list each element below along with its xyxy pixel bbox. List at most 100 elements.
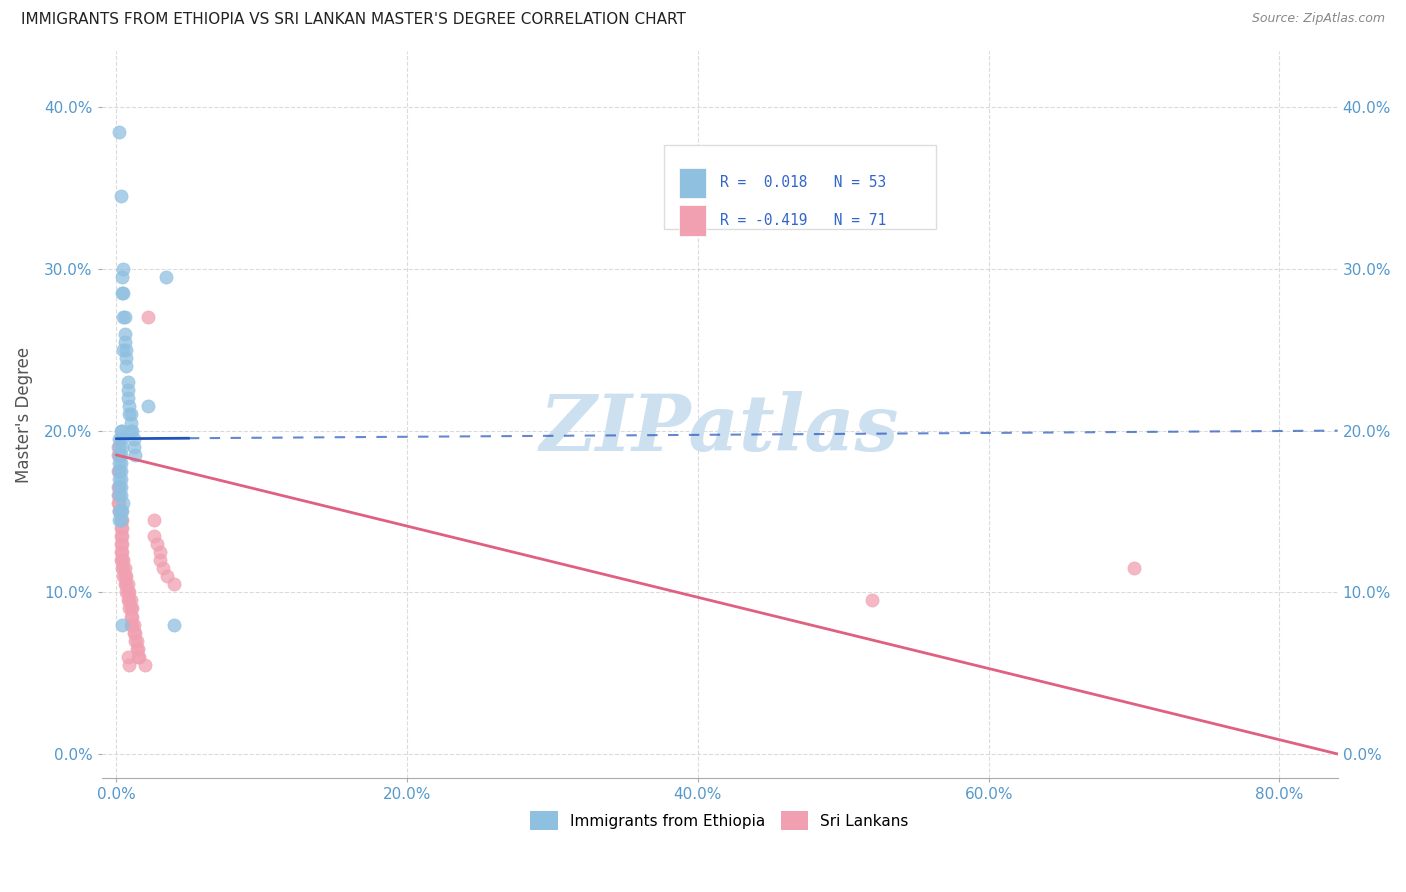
Point [121,424,143,438]
Point [112,553,135,567]
Point [111,424,134,438]
Point [112,343,135,357]
Point [110,480,132,494]
Point [114,569,136,583]
Point [163,617,186,632]
Bar [679,205,706,235]
Point [115,351,138,365]
Point [110,521,132,535]
Point [122,625,145,640]
Point [127,641,149,656]
Text: IMMIGRANTS FROM ETHIOPIA VS SRI LANKAN MASTER'S DEGREE CORRELATION CHART: IMMIGRANTS FROM ETHIOPIA VS SRI LANKAN M… [21,12,686,27]
Point [115,569,138,583]
Point [108,488,131,502]
Point [110,512,132,526]
Point [110,504,132,518]
Point [111,553,134,567]
Point [111,504,134,518]
Point [111,440,134,454]
Text: Source: ZipAtlas.com: Source: ZipAtlas.com [1251,12,1385,25]
Point [115,585,138,599]
Point [149,545,172,559]
Point [152,561,174,575]
Point [107,488,129,502]
Point [115,359,138,373]
Point [108,448,131,462]
Point [111,286,134,301]
Bar [679,168,706,198]
Point [114,310,136,325]
Point [124,448,146,462]
Point [110,464,132,478]
Text: R = -0.419   N = 71: R = -0.419 N = 71 [720,213,886,228]
FancyBboxPatch shape [664,145,936,229]
Legend: Immigrants from Ethiopia, Sri Lankans: Immigrants from Ethiopia, Sri Lankans [524,805,915,836]
Point [110,504,132,518]
Point [108,472,131,486]
Point [110,529,132,543]
Point [122,440,145,454]
Point [120,609,142,624]
Point [108,480,131,494]
Point [118,601,141,615]
Point [114,326,136,341]
Point [155,270,177,285]
Point [146,537,169,551]
Point [120,424,142,438]
Point [118,400,141,414]
Point [121,617,143,632]
Point [108,496,131,510]
Point [860,593,883,607]
Point [108,488,131,502]
Point [120,408,142,422]
Point [118,408,141,422]
Point [125,641,148,656]
Point [117,383,139,397]
Point [112,561,135,575]
Point [108,504,131,518]
Point [110,472,132,486]
Point [122,617,145,632]
Point [134,658,156,673]
Point [114,334,136,349]
Point [110,537,132,551]
Point [136,400,159,414]
Point [111,561,134,575]
Point [163,577,186,591]
Point [108,480,131,494]
Point [114,577,136,591]
Point [108,432,131,446]
Point [143,512,166,526]
Point [149,553,172,567]
Point [112,262,135,277]
Point [110,189,132,203]
Point [143,529,166,543]
Point [117,593,139,607]
Point [108,464,131,478]
Point [110,553,132,567]
Point [111,512,134,526]
Point [112,569,135,583]
Y-axis label: Master's Degree: Master's Degree [15,346,32,483]
Point [110,448,132,462]
Point [110,432,132,446]
Point [120,416,142,430]
Point [117,577,139,591]
Point [108,440,131,454]
Point [110,488,132,502]
Point [112,496,135,510]
Point [127,650,149,665]
Point [117,375,139,389]
Point [111,270,134,285]
Point [121,609,143,624]
Point [117,650,139,665]
Point [115,577,138,591]
Point [110,545,132,559]
Point [118,593,141,607]
Point [156,569,179,583]
Point [108,456,131,470]
Point [111,521,134,535]
Point [118,658,141,673]
Point [118,585,141,599]
Point [111,545,134,559]
